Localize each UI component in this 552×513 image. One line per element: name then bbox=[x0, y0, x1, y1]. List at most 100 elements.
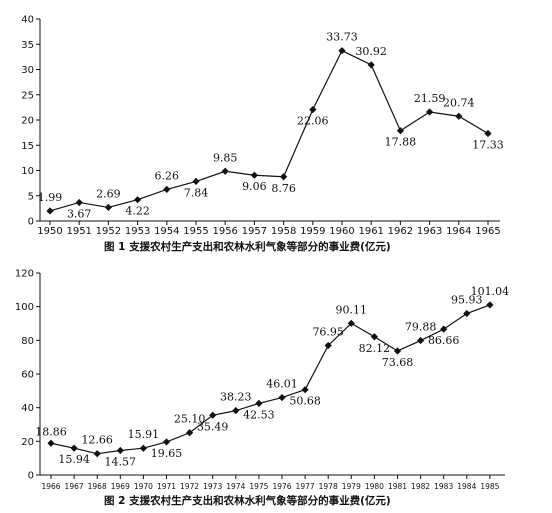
data-label: 42.53 bbox=[243, 408, 275, 421]
x-tick-label: 1963 bbox=[417, 226, 442, 237]
data-label: 3.67 bbox=[67, 207, 92, 220]
data-label: 6.26 bbox=[155, 169, 180, 182]
y-tick-label: 5 bbox=[28, 191, 34, 202]
data-point-marker bbox=[455, 112, 463, 120]
data-point-marker bbox=[367, 61, 375, 69]
data-label: 17.88 bbox=[385, 136, 417, 149]
data-point-marker bbox=[255, 399, 263, 408]
x-tick-label: 1979 bbox=[342, 482, 361, 491]
y-tick-label: 100 bbox=[15, 302, 34, 313]
x-tick-label: 1975 bbox=[249, 482, 268, 491]
data-point-marker bbox=[324, 341, 332, 350]
x-tick-label: 1970 bbox=[134, 482, 153, 491]
y-tick-label: 35 bbox=[21, 40, 34, 51]
chart-2: 0 20 40 60 80 100 120 1966 1967 1968 1969 1970 1971 1… bbox=[15, 269, 509, 492]
x-tick-label: 1952 bbox=[96, 226, 121, 237]
data-point-marker bbox=[104, 203, 112, 212]
data-point-marker bbox=[301, 386, 309, 394]
x-tick-label: 1961 bbox=[358, 226, 383, 237]
data-point-marker bbox=[396, 127, 404, 135]
x-tick-label: 1971 bbox=[157, 482, 176, 491]
x-tick-label: 1953 bbox=[125, 226, 150, 237]
data-label: 17.33 bbox=[472, 138, 504, 151]
data-point-marker bbox=[139, 444, 147, 452]
data-point-marker bbox=[309, 105, 317, 114]
x-tick-label: 1974 bbox=[226, 482, 245, 491]
data-point-marker bbox=[280, 173, 288, 181]
data-label: 82.12 bbox=[359, 342, 391, 355]
data-label: 9.06 bbox=[242, 180, 267, 193]
y-tick-label: 20 bbox=[21, 437, 34, 448]
x-tick-label: 1965 bbox=[475, 226, 500, 237]
data-point-marker bbox=[338, 47, 346, 55]
data-point-marker bbox=[393, 347, 402, 355]
y-tick-label: 30 bbox=[21, 65, 34, 76]
data-label: 20.74 bbox=[443, 96, 475, 109]
data-point-marker bbox=[426, 108, 434, 116]
data-label: 15.94 bbox=[58, 453, 90, 466]
y-tick-label: 0 bbox=[28, 217, 34, 228]
data-label: 35.49 bbox=[197, 420, 229, 433]
data-label: 18.86 bbox=[35, 425, 67, 438]
x-tick-label: 1958 bbox=[271, 226, 296, 237]
y-tick-label: 40 bbox=[21, 15, 34, 26]
data-point-marker bbox=[93, 450, 101, 458]
data-label: 38.23 bbox=[220, 391, 252, 404]
x-tick-label: 1962 bbox=[388, 226, 413, 237]
series-line bbox=[49, 49, 489, 212]
series-line bbox=[50, 304, 491, 455]
data-point-marker bbox=[162, 438, 171, 446]
y-tick-label: 60 bbox=[21, 370, 34, 381]
data-point-marker bbox=[186, 429, 194, 437]
x-tick-label: 1968 bbox=[88, 482, 107, 491]
x-tick-label: 1957 bbox=[242, 226, 267, 237]
data-point-marker bbox=[417, 336, 425, 345]
data-point-marker bbox=[278, 393, 286, 402]
x-tick-label: 1982 bbox=[411, 482, 430, 491]
data-point-marker bbox=[486, 301, 494, 309]
x-tick-label: 1985 bbox=[480, 482, 499, 491]
x-tick-label: 1984 bbox=[457, 482, 476, 491]
data-label: 1.99 bbox=[38, 191, 63, 204]
chart-1: 0 5 10 15 20 25 30 35 40 1950 1951 1952 1953 1954 1955… bbox=[21, 15, 503, 238]
y-tick-label: 40 bbox=[21, 403, 34, 414]
x-tick-label: 1967 bbox=[65, 482, 84, 491]
data-point-marker bbox=[370, 333, 378, 341]
data-point-marker bbox=[47, 439, 55, 447]
data-label: 4.22 bbox=[125, 205, 150, 218]
data-label: 7.84 bbox=[184, 186, 209, 199]
data-label: 21.59 bbox=[414, 92, 446, 105]
data-point-marker bbox=[75, 198, 83, 207]
data-point-marker bbox=[192, 177, 200, 186]
data-label: 90.11 bbox=[336, 303, 368, 316]
data-label: 15.91 bbox=[128, 428, 160, 441]
data-label: 46.01 bbox=[266, 378, 298, 391]
data-point-marker bbox=[347, 319, 355, 327]
data-label: 8.76 bbox=[271, 182, 296, 195]
x-tick-label: 1973 bbox=[203, 482, 222, 491]
y-tick-label: 0 bbox=[28, 471, 34, 482]
data-label: 30.92 bbox=[355, 45, 387, 58]
y-tick-label: 80 bbox=[21, 336, 34, 347]
data-point-marker bbox=[163, 185, 171, 193]
data-label: 19.65 bbox=[151, 447, 183, 460]
data-label: 50.68 bbox=[289, 395, 321, 408]
x-tick-label: 1976 bbox=[272, 482, 291, 491]
x-tick-label: 1950 bbox=[37, 226, 62, 237]
x-tick-label: 1964 bbox=[446, 226, 471, 237]
data-label: 9.85 bbox=[213, 151, 238, 164]
x-tick-label: 1972 bbox=[180, 482, 199, 491]
data-label: 25.10 bbox=[174, 413, 206, 426]
data-label: 22.06 bbox=[297, 115, 329, 128]
data-point-marker bbox=[221, 167, 229, 175]
data-point-marker bbox=[70, 444, 78, 452]
x-tick-label: 1980 bbox=[365, 482, 384, 491]
data-label: 95.93 bbox=[451, 294, 483, 307]
x-tick-label: 1981 bbox=[388, 482, 407, 491]
x-tick-label: 1978 bbox=[319, 482, 338, 491]
x-tick-label: 1969 bbox=[111, 482, 130, 491]
data-label: 86.66 bbox=[428, 334, 460, 347]
data-point-marker bbox=[440, 325, 448, 333]
data-point-marker bbox=[116, 446, 124, 455]
data-point-marker bbox=[250, 171, 258, 179]
